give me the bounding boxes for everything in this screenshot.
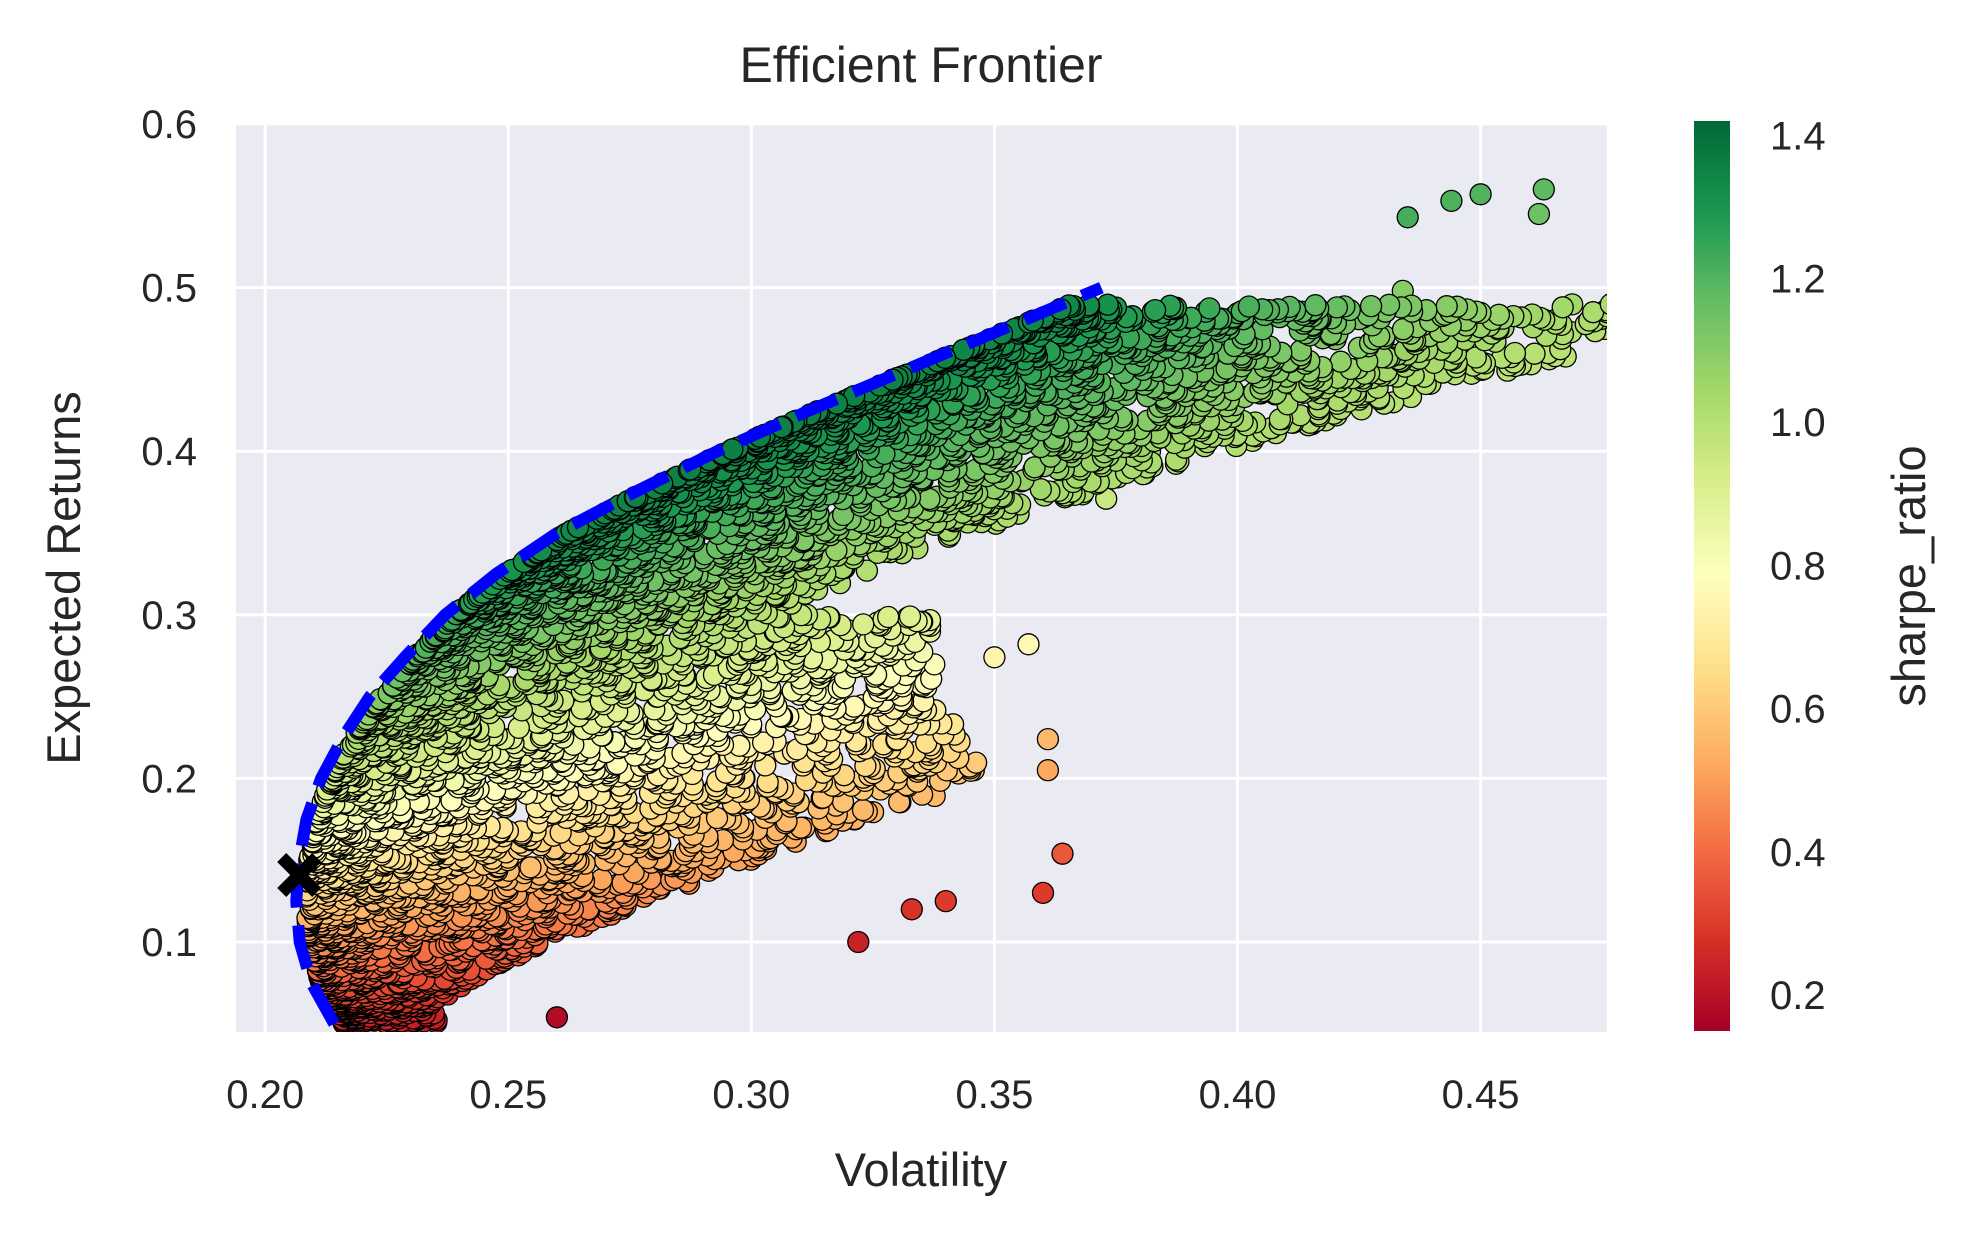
portfolio-point	[1052, 843, 1073, 864]
portfolio-point	[1600, 294, 1621, 315]
portfolio-point	[1528, 204, 1549, 225]
portfolio-point	[1238, 296, 1259, 317]
portfolio-point	[1606, 296, 1627, 317]
portfolio-point	[1533, 179, 1554, 200]
portfolio-point	[1646, 297, 1667, 318]
portfolio-point	[984, 647, 1005, 668]
portfolio-point	[1145, 300, 1166, 321]
portfolio-point	[546, 1007, 567, 1028]
portfolio-point	[1605, 320, 1626, 341]
portfolio-point	[1037, 729, 1058, 750]
portfolio-point	[900, 606, 921, 627]
portfolio-point	[1609, 323, 1630, 344]
portfolio-point	[1671, 311, 1692, 332]
portfolio-point	[520, 857, 541, 878]
portfolio-point	[1488, 304, 1509, 325]
portfolio-point	[1097, 294, 1118, 315]
portfolio-point	[1665, 312, 1686, 333]
portfolio-point	[1636, 312, 1657, 333]
portfolio-point	[878, 607, 899, 628]
portfolio-point	[1639, 321, 1660, 342]
portfolio-point	[1739, 294, 1760, 315]
portfolio-point	[1326, 297, 1347, 318]
portfolio-point	[1441, 190, 1462, 211]
portfolio-point	[1037, 760, 1058, 781]
portfolio-point	[1524, 343, 1545, 364]
portfolio-point	[1199, 298, 1220, 319]
portfolio-point	[1305, 295, 1326, 316]
portfolio-point	[848, 932, 869, 953]
portfolio-point	[1627, 321, 1648, 342]
portfolio-point	[935, 891, 956, 912]
portfolio-point	[1609, 330, 1630, 351]
portfolio-point	[1607, 302, 1628, 323]
portfolio-point	[1552, 297, 1573, 318]
portfolio-point	[853, 614, 874, 635]
portfolio-point	[1033, 882, 1054, 903]
portfolio-point	[1470, 184, 1491, 205]
portfolio-point	[1639, 301, 1660, 322]
portfolio-point	[1615, 304, 1636, 325]
portfolio-point	[853, 800, 874, 821]
portfolio-point	[1361, 296, 1382, 317]
portfolio-point	[1645, 311, 1666, 332]
portfolio-point	[1733, 295, 1754, 316]
portfolio-point	[919, 489, 940, 510]
portfolio-point	[1436, 296, 1457, 317]
portfolio-point	[1397, 207, 1418, 228]
portfolio-point	[844, 696, 865, 717]
portfolio-point	[1504, 343, 1525, 364]
portfolio-point	[901, 899, 922, 920]
portfolio-point	[1330, 351, 1351, 372]
portfolio-point	[1018, 634, 1039, 655]
portfolio-point	[1610, 313, 1631, 334]
portfolio-point	[1618, 317, 1639, 338]
